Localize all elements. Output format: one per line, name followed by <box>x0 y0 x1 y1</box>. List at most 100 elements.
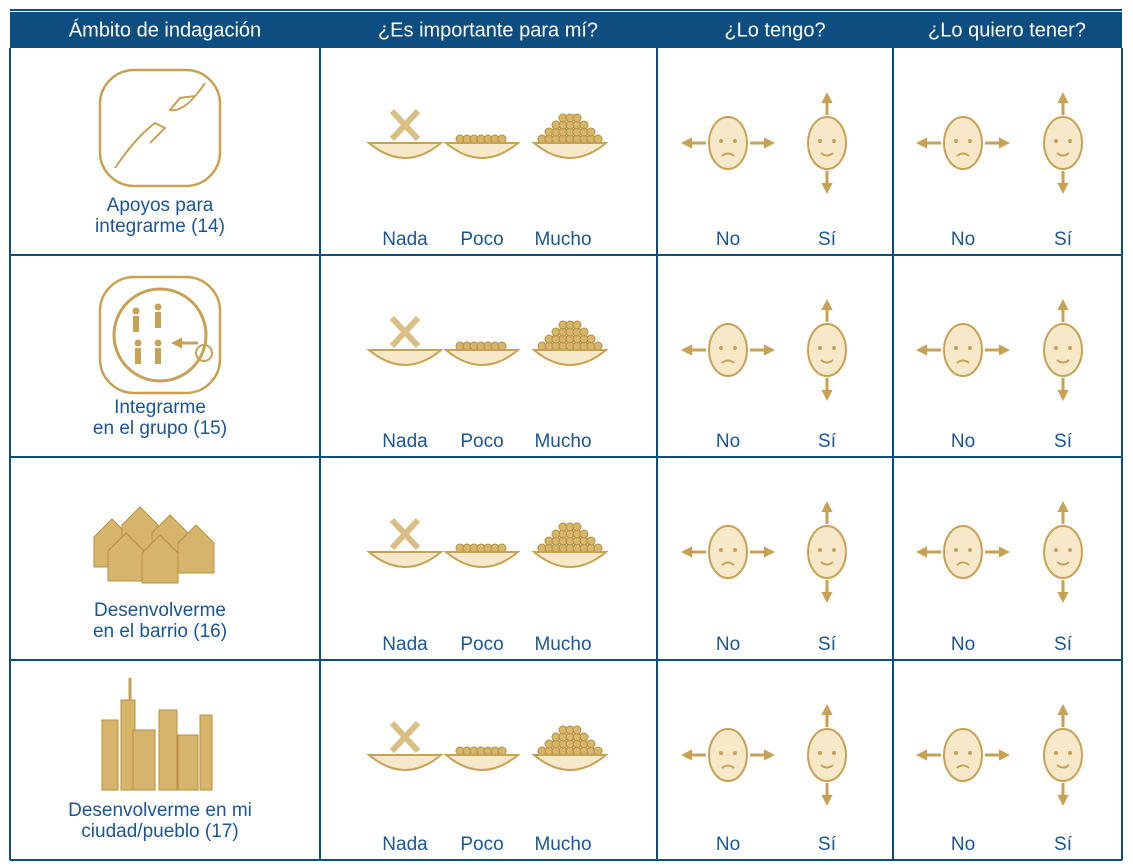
eye <box>968 346 972 350</box>
grain <box>586 334 596 344</box>
arrow-head <box>821 704 833 716</box>
face <box>943 728 983 782</box>
mouth <box>721 359 735 364</box>
arrow-head <box>763 137 775 149</box>
person-head <box>154 303 162 311</box>
bowl <box>531 142 609 159</box>
domain-label: ciudad/pueblo (17) <box>81 821 238 842</box>
eye <box>818 139 822 143</box>
want-option: Sí <box>1054 634 1073 655</box>
column-header: ¿Lo quiero tener? <box>928 19 1086 41</box>
bowl <box>443 551 521 568</box>
mouth <box>721 561 735 566</box>
grain <box>586 739 596 749</box>
grain <box>579 529 589 539</box>
icon-frame <box>98 275 222 395</box>
arrow-head <box>763 546 775 558</box>
face <box>708 116 748 170</box>
eye <box>968 751 972 755</box>
arrow-head <box>916 137 928 149</box>
eye <box>719 751 723 755</box>
eye <box>1054 346 1058 350</box>
eye <box>818 346 822 350</box>
mouth <box>820 764 834 769</box>
building <box>101 719 119 791</box>
bowl <box>443 349 521 366</box>
want-option: No <box>951 229 975 250</box>
want-option: Sí <box>1054 229 1073 250</box>
eye <box>968 548 972 552</box>
importance-option: Poco <box>460 229 503 250</box>
domain-label: Apoyos para <box>107 195 214 216</box>
person-head <box>134 339 142 347</box>
mouth <box>1056 764 1070 769</box>
grain <box>572 113 582 123</box>
have-option: No <box>716 229 740 250</box>
importance-option: Nada <box>382 431 428 452</box>
arrow-head <box>916 344 928 356</box>
person-body <box>133 316 139 332</box>
arrow-head <box>171 337 183 349</box>
grain <box>572 320 582 330</box>
domain-label: Desenvolverme en mi <box>68 800 252 821</box>
eye <box>954 346 958 350</box>
mouth <box>820 152 834 157</box>
arrow-head <box>821 501 833 513</box>
face <box>1043 525 1083 579</box>
mouth <box>956 152 970 157</box>
domain-label: Integrarme <box>114 397 206 418</box>
eye <box>832 548 836 552</box>
person-body <box>155 312 161 328</box>
building <box>132 729 156 791</box>
bowl <box>366 754 444 771</box>
arrow-head <box>681 749 693 761</box>
person-body <box>155 348 161 364</box>
arrow-head <box>681 137 693 149</box>
face <box>708 728 748 782</box>
bowl <box>443 142 521 159</box>
have-option: Sí <box>818 431 837 452</box>
eye <box>968 139 972 143</box>
bowl <box>531 551 609 568</box>
eye <box>719 548 723 552</box>
person-head <box>154 339 162 347</box>
have-option: Sí <box>818 634 837 655</box>
arrow-head <box>681 546 693 558</box>
arrow-head <box>763 749 775 761</box>
cross <box>389 517 421 551</box>
eye <box>954 751 958 755</box>
column-header: ¿Lo tengo? <box>724 19 825 41</box>
grain <box>497 134 507 144</box>
arrow-head <box>821 92 833 104</box>
arrow-head <box>1057 182 1069 194</box>
face <box>1043 323 1083 377</box>
want-option: No <box>951 634 975 655</box>
eye <box>954 548 958 552</box>
eye <box>954 139 958 143</box>
want-option: No <box>951 834 975 855</box>
bowl <box>366 551 444 568</box>
hand <box>168 82 206 112</box>
face <box>943 525 983 579</box>
arrow-head <box>998 546 1010 558</box>
domain-label: en el grupo (15) <box>93 418 227 439</box>
grain <box>497 543 507 553</box>
hand <box>114 121 167 169</box>
importance-option: Mucho <box>534 634 591 655</box>
building <box>177 734 199 791</box>
arrow-head <box>998 344 1010 356</box>
eye <box>1068 346 1072 350</box>
arrow-head <box>1057 92 1069 104</box>
importance-option: Nada <box>382 229 428 250</box>
arrow-head <box>821 299 833 311</box>
grain <box>572 725 582 735</box>
header-bar <box>10 12 1122 48</box>
grain <box>593 341 603 351</box>
face <box>807 525 847 579</box>
importance-option: Mucho <box>534 229 591 250</box>
eye <box>832 751 836 755</box>
